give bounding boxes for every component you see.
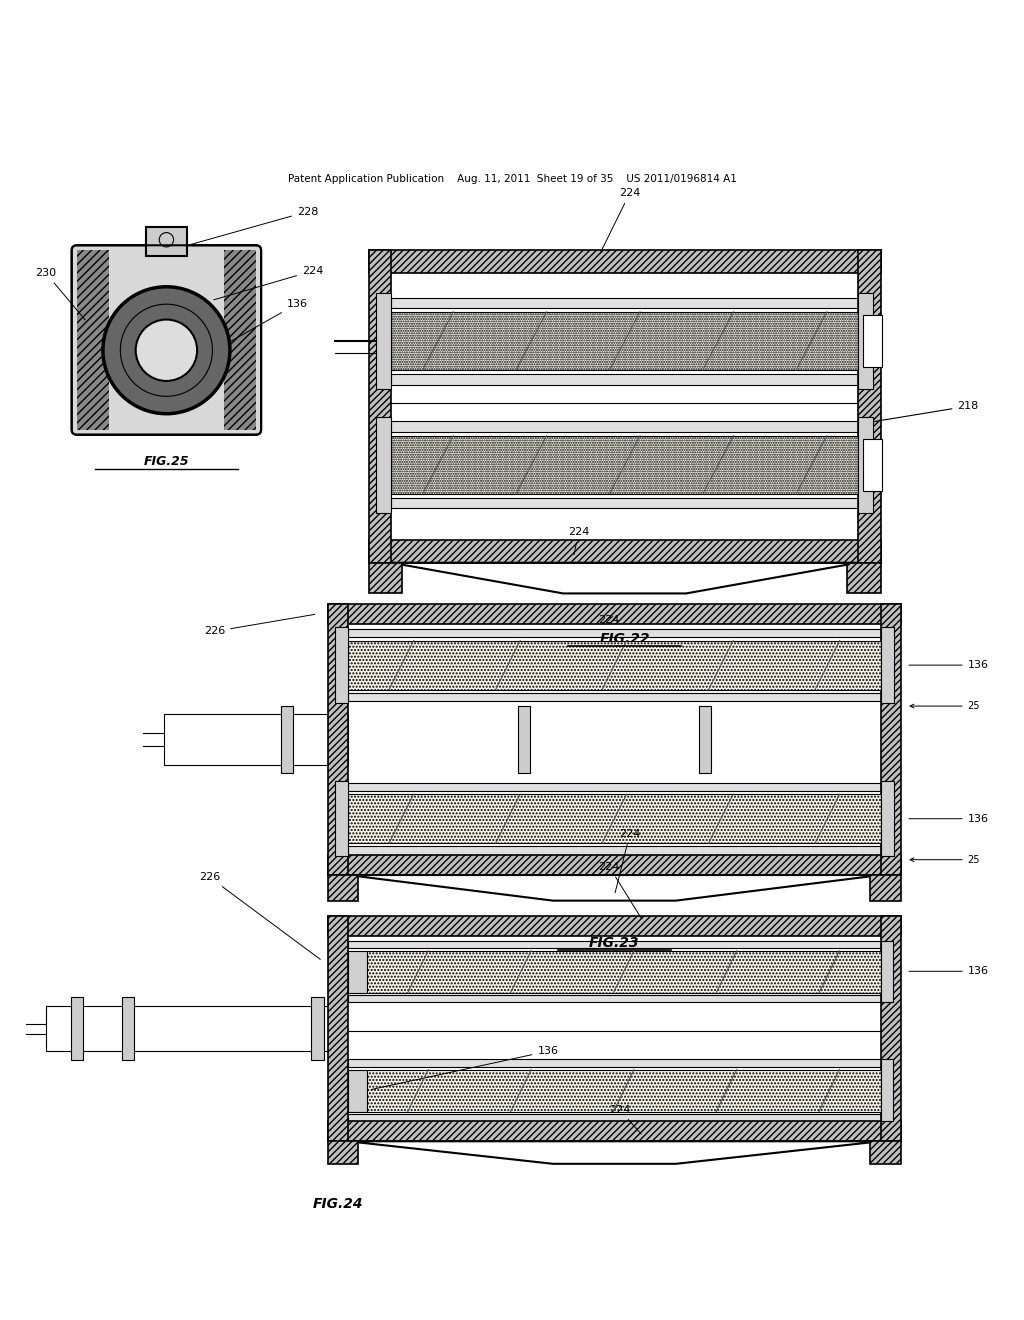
Bar (518, 706, 530, 772)
Bar (348, 640, 881, 689)
Text: 224: 224 (214, 265, 324, 300)
Text: 136: 136 (909, 660, 989, 671)
Bar (328, 916, 348, 1142)
Text: FIG.23: FIG.23 (589, 936, 640, 950)
Bar (870, 1142, 901, 1164)
Bar (348, 1069, 367, 1111)
Bar (223, 251, 256, 429)
Bar (881, 627, 894, 702)
Polygon shape (348, 875, 881, 900)
Bar (348, 995, 881, 1002)
Text: 136: 136 (909, 966, 989, 977)
Bar (348, 941, 881, 948)
Text: FIG.25: FIG.25 (143, 455, 189, 469)
Bar (311, 997, 324, 1060)
Bar (348, 795, 881, 843)
Bar (77, 251, 109, 429)
Text: FIG.22: FIG.22 (599, 632, 650, 647)
Text: 25: 25 (910, 701, 980, 711)
Bar (335, 627, 348, 702)
Text: 224: 224 (599, 615, 620, 626)
Bar (391, 498, 858, 508)
Bar (369, 251, 391, 562)
Bar (858, 251, 881, 562)
Bar (367, 1069, 881, 1111)
Bar (870, 875, 901, 900)
Bar (348, 783, 881, 791)
Bar (328, 603, 348, 875)
Bar (369, 540, 881, 562)
Bar (328, 854, 901, 875)
Bar (369, 562, 402, 594)
Bar (335, 781, 348, 857)
Bar (348, 950, 367, 993)
Bar (369, 251, 881, 273)
Bar (881, 781, 894, 857)
Bar (881, 941, 893, 1002)
FancyBboxPatch shape (72, 246, 261, 434)
Bar (348, 630, 881, 638)
Bar (71, 997, 83, 1060)
Bar (328, 916, 901, 936)
Bar (145, 227, 186, 256)
Text: 224: 224 (568, 527, 589, 554)
Bar (122, 997, 134, 1060)
Text: 136: 136 (372, 1047, 558, 1089)
Bar (348, 1060, 881, 1067)
Bar (46, 1006, 328, 1051)
Bar (376, 417, 391, 512)
Text: 224: 224 (615, 829, 640, 892)
Text: 25: 25 (910, 854, 980, 865)
Bar (367, 950, 881, 993)
Bar (328, 1121, 901, 1142)
Bar (328, 603, 901, 624)
Bar (881, 603, 901, 875)
Text: FIG.24: FIG.24 (312, 1196, 364, 1210)
Polygon shape (391, 562, 858, 594)
Bar (698, 706, 711, 772)
Bar (863, 438, 882, 491)
Bar (281, 706, 293, 772)
Bar (847, 562, 881, 594)
Bar (328, 1142, 358, 1164)
Text: 136: 136 (909, 813, 989, 824)
Bar (391, 375, 858, 384)
Text: 224: 224 (609, 1105, 641, 1134)
Circle shape (102, 286, 229, 413)
Bar (348, 693, 881, 701)
Bar (391, 436, 858, 494)
Bar (858, 293, 873, 389)
Circle shape (135, 319, 197, 381)
Text: Patent Application Publication    Aug. 11, 2011  Sheet 19 of 35    US 2011/01968: Patent Application Publication Aug. 11, … (288, 174, 736, 183)
Text: 226: 226 (204, 614, 314, 636)
Text: 218: 218 (873, 401, 979, 421)
Bar (391, 312, 858, 370)
Text: 230: 230 (35, 268, 85, 319)
Text: 226: 226 (199, 873, 321, 960)
Bar (328, 875, 358, 900)
Bar (858, 417, 873, 512)
Bar (881, 1060, 893, 1121)
Bar (376, 293, 391, 389)
Text: 228: 228 (190, 206, 318, 244)
Bar (863, 315, 882, 367)
Text: 224: 224 (599, 862, 642, 919)
Bar (348, 1114, 881, 1121)
Polygon shape (348, 1142, 881, 1164)
Bar (881, 916, 901, 1142)
Bar (348, 846, 881, 854)
Text: 136: 136 (190, 298, 308, 364)
Bar (391, 421, 858, 432)
Text: 224: 224 (600, 189, 640, 253)
Bar (164, 714, 348, 766)
Bar (391, 297, 858, 308)
